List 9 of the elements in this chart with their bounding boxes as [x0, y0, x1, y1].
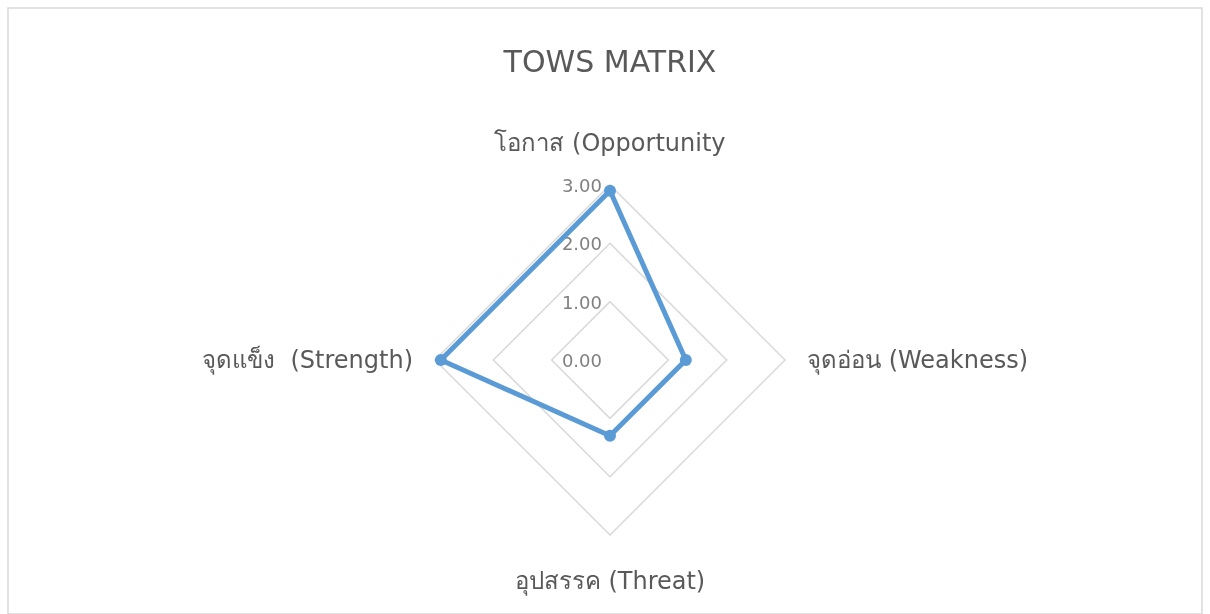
y-tick-label: 2.00 — [561, 233, 602, 255]
spoke-label: อุปสรรค (Threat) — [514, 567, 706, 596]
spoke-label: จุดอ่อน (Weakness) — [807, 346, 1029, 375]
spoke-label: จุดแข็ง (Strength) — [202, 345, 413, 375]
y-tick-label: 1.00 — [561, 291, 602, 313]
y-tick-label: 3.00 — [561, 175, 602, 196]
chart-title: TOWS MATRIX — [502, 44, 717, 79]
spoke-label: โอกาส (Opportunity — [494, 129, 726, 157]
y-tick-label: 0.00 — [561, 350, 602, 371]
